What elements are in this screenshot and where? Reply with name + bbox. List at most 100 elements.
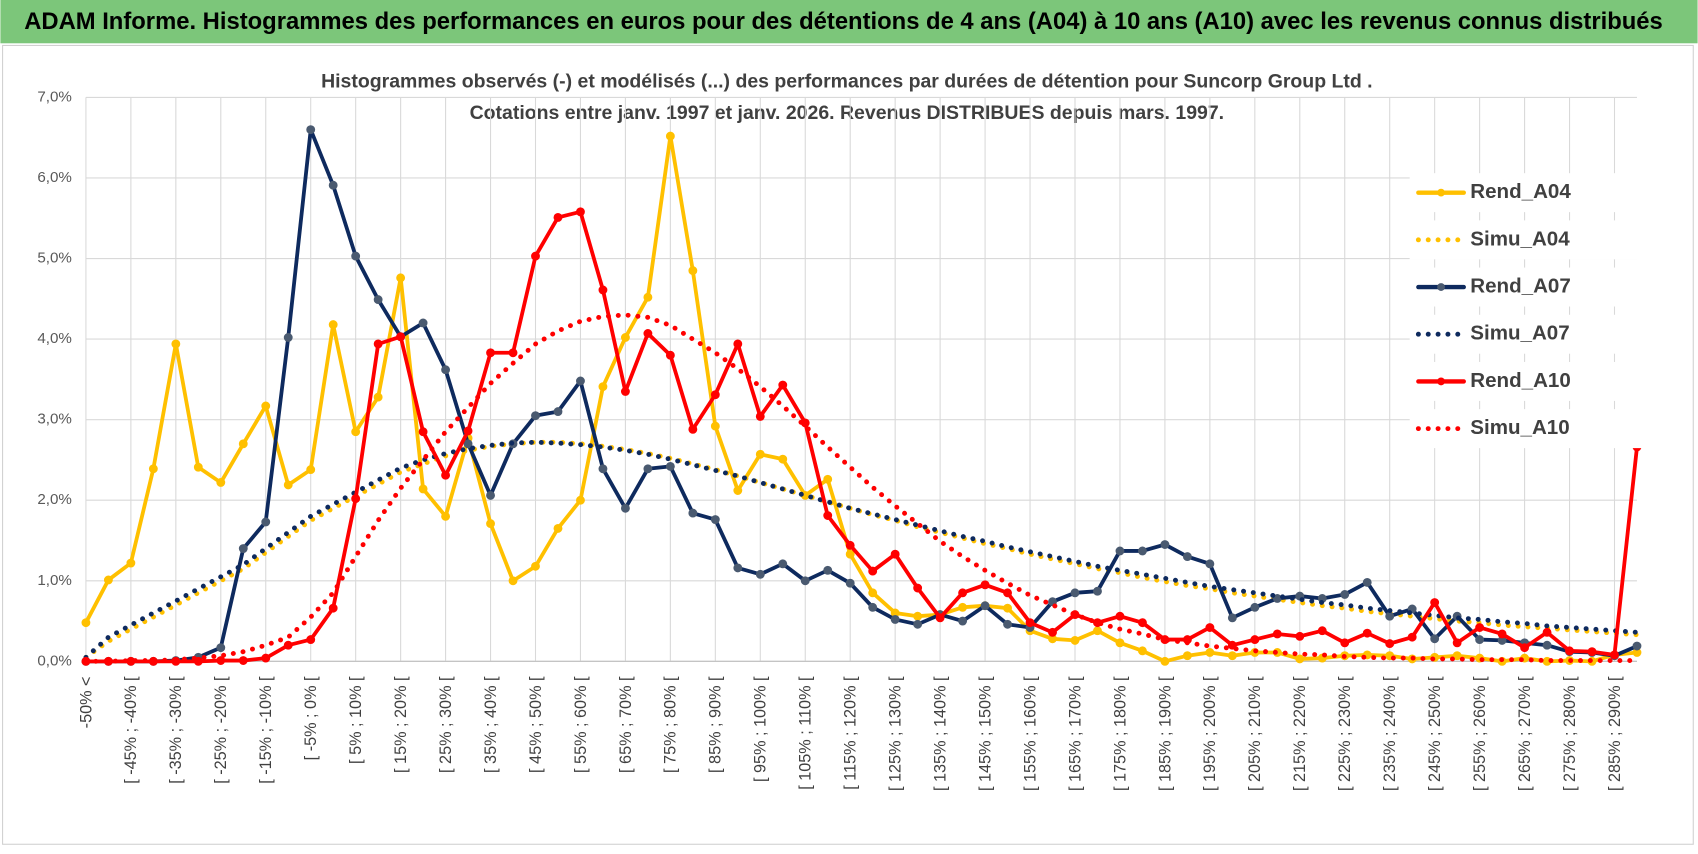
series-marker	[553, 523, 563, 533]
series-marker	[1272, 629, 1282, 639]
series-marker	[688, 424, 698, 434]
series-marker	[1025, 618, 1035, 628]
x-tick-label: [ 275% ; 280% [	[1561, 676, 1579, 791]
header-bar	[0, 0, 1698, 44]
series-marker	[665, 461, 675, 471]
series-marker	[576, 207, 585, 217]
series-marker	[486, 490, 495, 500]
series-marker	[868, 602, 878, 612]
series-marker	[1048, 627, 1057, 637]
plot	[81, 125, 1642, 666]
y-tick-label: 0,0%	[37, 652, 72, 669]
series-marker	[1205, 648, 1215, 657]
series-marker	[1565, 646, 1574, 656]
legend-label: Simu_A04	[1470, 227, 1570, 250]
x-tick-label: [ 25% ; 30% [	[437, 676, 455, 773]
series-marker	[823, 565, 833, 575]
series-marker	[238, 656, 248, 665]
series-marker	[688, 508, 698, 518]
legend-label: Rend_A07	[1470, 274, 1571, 297]
x-tick-label: [ 265% ; 270% [	[1516, 676, 1534, 791]
x-tick-label: [ 235% ; 240% [	[1381, 676, 1399, 791]
series-marker	[238, 544, 248, 553]
series-marker	[778, 559, 788, 569]
legend-label: Rend_A04	[1470, 180, 1571, 203]
x-tick-label: [ 195% ; 200% [	[1201, 676, 1219, 791]
series-line	[84, 127, 1639, 664]
x-tick-label: [ 75% ; 80% [	[662, 676, 680, 773]
series-marker	[216, 643, 226, 653]
series-marker	[913, 611, 923, 621]
series-marker	[103, 575, 113, 585]
series-line	[84, 134, 1639, 664]
series-marker	[823, 474, 833, 484]
series-marker	[665, 350, 675, 360]
x-tick-label: [ -25% ; -20% [	[212, 676, 230, 784]
series-marker	[665, 131, 675, 141]
series-marker	[576, 376, 585, 386]
series-line	[83, 439, 1640, 660]
series-marker	[373, 339, 383, 349]
series-marker	[598, 464, 608, 474]
series-marker	[868, 588, 878, 598]
series-marker	[238, 439, 248, 449]
series-marker	[778, 380, 788, 390]
series-marker	[643, 464, 653, 474]
series-marker	[823, 511, 833, 520]
series-marker	[486, 519, 495, 529]
series-marker	[1160, 656, 1170, 666]
x-tick-label: [ -45% ; -40% [	[122, 676, 140, 784]
series-marker	[373, 392, 383, 402]
series-marker	[463, 426, 473, 436]
legend-label: Rend_A10	[1470, 369, 1571, 392]
series-marker	[463, 439, 473, 449]
x-tick-label: [ 245% ; 250% [	[1426, 676, 1444, 791]
series-marker	[396, 273, 406, 283]
series-marker	[1115, 611, 1125, 621]
series-marker	[958, 616, 968, 626]
series-marker	[351, 251, 361, 261]
series-marker	[1587, 647, 1597, 657]
series-marker	[283, 480, 293, 490]
series-marker	[643, 329, 653, 338]
series-marker	[1137, 646, 1147, 656]
y-tick-label: 4,0%	[37, 330, 72, 347]
series-marker	[1003, 588, 1012, 598]
series-marker	[620, 503, 630, 513]
x-tick-label: [ 55% ; 60% [	[572, 676, 590, 773]
series-marker	[531, 411, 540, 421]
legend-label: Simu_A10	[1470, 416, 1569, 439]
series-marker	[306, 125, 316, 135]
series-marker	[1610, 650, 1619, 660]
series-marker	[958, 588, 968, 598]
series-marker	[755, 569, 765, 579]
series-marker	[328, 603, 338, 613]
series-marker	[890, 615, 900, 624]
series-marker	[913, 619, 923, 629]
series-marker	[1182, 552, 1192, 562]
series-marker	[1632, 641, 1642, 651]
series-marker	[598, 382, 608, 392]
series-marker	[688, 266, 698, 276]
series-marker	[261, 401, 271, 411]
series-marker	[890, 549, 900, 559]
series-marker	[1340, 638, 1350, 648]
series-marker	[306, 465, 316, 475]
series-marker	[1430, 634, 1440, 644]
series-marker	[1227, 651, 1237, 661]
series-marker	[845, 549, 855, 559]
series-marker	[306, 635, 316, 645]
series-marker	[1070, 588, 1080, 598]
series-marker	[216, 478, 226, 487]
series-marker	[81, 618, 91, 628]
legend-label: Simu_A07	[1470, 322, 1569, 345]
series-marker	[1520, 643, 1530, 653]
y-tick-label: 3,0%	[37, 411, 72, 428]
series-marker	[1250, 635, 1260, 645]
series-marker	[733, 339, 743, 349]
x-tick-label: [ 165% ; 170% [	[1066, 676, 1084, 791]
series-marker	[351, 494, 361, 504]
series-marker	[710, 421, 720, 431]
series-marker	[1430, 598, 1440, 607]
